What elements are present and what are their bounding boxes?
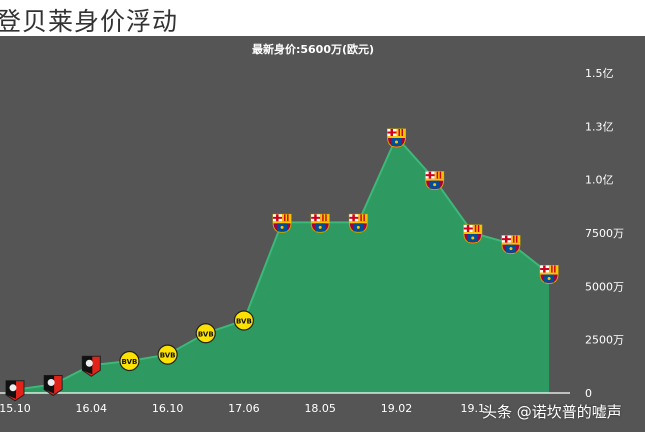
y-tick-label: 0	[585, 387, 592, 400]
barcelona-crest-icon	[425, 171, 445, 191]
x-tick-label: 17.06	[228, 402, 260, 415]
y-tick-label: 2500万	[585, 334, 624, 347]
svg-text:BVB: BVB	[160, 352, 176, 360]
y-tick-label: 1.0亿	[585, 174, 614, 187]
x-tick-label: 19.1	[461, 402, 486, 415]
svg-text:BVB: BVB	[198, 330, 214, 338]
barcelona-crest-icon	[501, 235, 521, 255]
barcelona-crest-icon	[539, 265, 559, 285]
dortmund-crest-icon: BVB	[233, 310, 254, 331]
dortmund-crest-icon: BVB	[119, 350, 140, 372]
y-tick-label: 5000万	[585, 280, 624, 293]
y-tick-label: 1.3亿	[585, 120, 614, 133]
x-tick-label: 16.10	[152, 402, 184, 415]
x-tick-label: 19.02	[381, 402, 413, 415]
rennes-crest-icon	[81, 355, 101, 377]
x-tick-label: 16.04	[76, 402, 108, 415]
dortmund-crest-icon: BVB	[195, 323, 216, 344]
svg-text:BVB: BVB	[236, 317, 252, 325]
svg-text:BVB: BVB	[122, 358, 138, 366]
y-tick-label: 7500万	[585, 227, 624, 240]
barcelona-crest-icon	[463, 224, 483, 244]
barcelona-crest-icon	[272, 213, 292, 233]
page-title: 登贝莱身价浮动	[0, 7, 179, 36]
area-fill	[15, 137, 550, 393]
y-tick-label: 1.5亿	[585, 67, 614, 80]
watermark: 头条 @诺坎普的嘘声	[482, 403, 622, 421]
rennes-crest-icon	[43, 374, 63, 397]
chart-subtitle: 最新身价:5600万(欧元)	[251, 43, 375, 56]
rennes-crest-icon	[5, 380, 25, 402]
barcelona-crest-icon	[348, 213, 368, 233]
x-tick-label: 15.10	[0, 402, 31, 415]
dortmund-crest-icon: BVB	[157, 344, 178, 365]
x-tick-label: 18.05	[304, 402, 336, 415]
barcelona-crest-icon	[387, 128, 406, 148]
barcelona-crest-icon	[310, 213, 330, 233]
